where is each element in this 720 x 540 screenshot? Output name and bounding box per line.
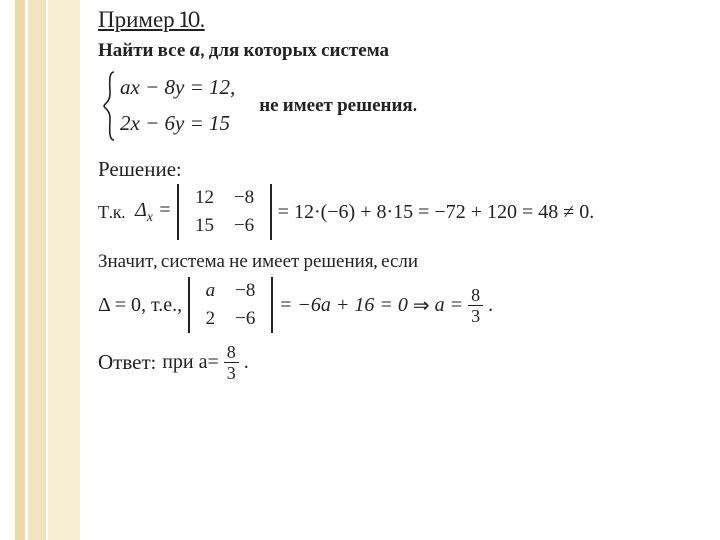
det-bar-left-2	[188, 277, 190, 333]
det-bar-left	[177, 184, 179, 240]
det-x-line: Т.к. Δx = 12−8 15−6 = 12·(−6) + 8·15 = −…	[98, 184, 698, 240]
determinant-main: a−8 2−6	[188, 277, 273, 333]
answer-math: при a= 8 3 .	[162, 343, 249, 382]
result-lhs: a =	[435, 294, 464, 317]
solution-header: Решение:	[98, 157, 698, 182]
det-x-calc: = 12·(−6) + 8·15 = −72 + 120 = 48 ≠ 0.	[278, 201, 595, 224]
problem-statement: Найти все a, для которых система	[98, 39, 698, 62]
m12: −8	[224, 184, 264, 212]
det-main-line: Δ = 0, т.е., a−8 2−6 = −6a + 16 = 0 ⇒ a …	[98, 277, 698, 333]
m21: 15	[185, 212, 224, 240]
answer-row: Ответ: при a= 8 3 .	[98, 343, 698, 382]
equation-2: 2x − 6y = 15	[120, 106, 235, 142]
ans-frac-den: 3	[224, 362, 239, 382]
system-row: ax − 8y = 12, 2x − 6y = 15 не имеет реше…	[102, 68, 698, 143]
answer-text: при a=	[162, 351, 219, 374]
answer-tail: .	[244, 351, 249, 374]
n21: 2	[196, 305, 226, 333]
slide-content: Пример 10. Найти все a, для которых сист…	[98, 6, 698, 382]
n12: −8	[225, 277, 265, 305]
prompt-post: , для которых система	[200, 39, 389, 61]
m11: 12	[185, 184, 224, 212]
det-x-matrix: 12−8 15−6	[185, 184, 264, 240]
n22: −6	[225, 305, 265, 333]
det-main-prefix: Δ = 0, т.е.,	[98, 294, 182, 317]
decorative-sidebar	[0, 0, 82, 540]
since-label: Т.к.	[98, 202, 125, 223]
example-title: Пример 10.	[98, 6, 698, 33]
det-x-expression: Δx = 12−8 15−6 = 12·(−6) + 8·15 = −72 + …	[135, 184, 594, 240]
det-main-expression: Δ = 0, т.е., a−8 2−6 = −6a + 16 = 0 ⇒ a …	[98, 277, 493, 333]
prompt-pre: Найти все	[98, 39, 189, 61]
implies-arrow: ⇒	[410, 293, 433, 318]
equation-1: ax − 8y = 12,	[120, 70, 235, 106]
sidebar-strip-2	[28, 0, 46, 540]
det-main-calc: = −6a + 16 = 0	[279, 294, 408, 317]
m22: −6	[224, 212, 264, 240]
system-brace-wrap: ax − 8y = 12, 2x − 6y = 15	[102, 68, 241, 143]
det-bar-right	[270, 184, 272, 240]
prompt-var: a	[189, 39, 200, 61]
system-equations: ax − 8y = 12, 2x − 6y = 15	[118, 68, 241, 143]
result-tail: .	[488, 294, 493, 317]
determinant-x: 12−8 15−6	[177, 184, 271, 240]
result-fraction: 8 3	[468, 286, 483, 325]
hence-text: Значит, система не имеет решения, если	[98, 250, 698, 273]
frac-den: 3	[468, 305, 483, 325]
sidebar-strip-3	[48, 0, 80, 540]
frac-num: 8	[468, 286, 483, 305]
n11: a	[196, 277, 226, 305]
det-bar-right-2	[271, 277, 273, 333]
answer-fraction: 8 3	[224, 343, 239, 382]
answer-label: Ответ:	[98, 350, 156, 375]
no-solution-text: не имеет решения.	[259, 94, 417, 117]
sidebar-strip-1	[15, 0, 25, 540]
ans-frac-num: 8	[224, 343, 239, 362]
curly-brace-icon	[102, 70, 118, 142]
delta-x-symbol: Δx =	[135, 199, 171, 225]
det-main-matrix: a−8 2−6	[196, 277, 266, 333]
